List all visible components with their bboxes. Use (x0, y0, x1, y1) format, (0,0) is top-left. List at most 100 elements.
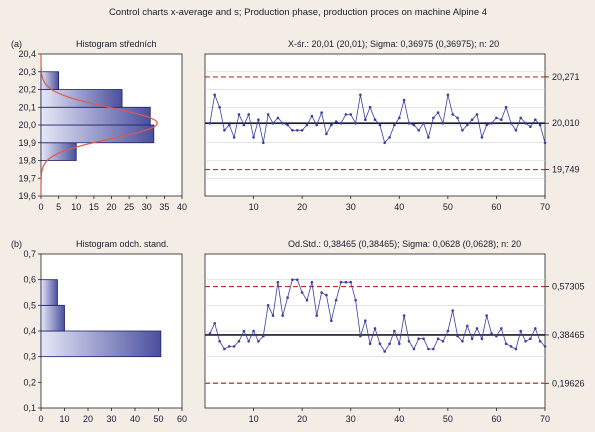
data-point (334, 120, 338, 123)
data-point (480, 136, 484, 139)
data-point (466, 123, 469, 127)
data-point (466, 324, 469, 328)
data-point (475, 113, 479, 116)
histogram-panel-2: 0,1 0,2 0,3 0,4 0,5 0,6 0,7 0 10 20 30 40 50 60 (b) His… (11, 239, 187, 424)
x-tick-label: 60 (491, 202, 501, 212)
x-tick-label: 40 (130, 414, 140, 424)
data-point (232, 345, 236, 348)
data-point (305, 123, 309, 127)
x-tick-label: 20 (83, 414, 93, 424)
data-point (339, 121, 343, 125)
data-point (271, 121, 275, 125)
data-point (330, 123, 333, 127)
data-point (364, 118, 367, 121)
data-point (519, 329, 522, 333)
data-point (490, 332, 493, 335)
data-point (266, 113, 270, 116)
panel-label: (b) (11, 239, 22, 249)
x-tick-label: 5 (56, 202, 61, 212)
data-point (393, 329, 396, 333)
data-point (276, 116, 280, 120)
data-point (529, 337, 532, 341)
data-point (344, 113, 348, 116)
data-point (257, 118, 260, 121)
x-tick-label: 50 (443, 202, 453, 212)
data-point (383, 141, 387, 145)
y-tick-label: 19,6 (18, 191, 36, 201)
data-point (208, 121, 212, 125)
data-point (262, 334, 265, 338)
data-point (242, 329, 246, 333)
data-point (500, 118, 503, 121)
data-point (310, 114, 314, 118)
x-tick-label: 10 (249, 414, 259, 424)
data-point (223, 347, 226, 351)
x-tick-label: 40 (177, 202, 187, 212)
data-point (470, 118, 474, 121)
data-point (509, 121, 513, 125)
histogram-bar (40, 71, 60, 90)
y-tick-label: 20,1 (18, 102, 36, 112)
data-point (213, 322, 216, 325)
panel-label: (a) (11, 39, 22, 49)
data-point (223, 129, 226, 132)
data-point (417, 129, 421, 132)
data-point (456, 116, 459, 120)
y-tick-label: 0,1 (23, 403, 36, 413)
data-point (349, 280, 353, 284)
control-chart-panel-1: 20,271 20,010 19,749 10 20 30 40 50 60 70 X-śr.: 2… (204, 39, 580, 212)
data-point (330, 319, 333, 323)
histogram-title: Histogram odch. stand. (76, 239, 169, 249)
x-tick-label: 10 (71, 202, 81, 212)
data-point (524, 340, 527, 343)
x-tick-label: 70 (540, 202, 550, 212)
control-limit-label: 20,010 (552, 118, 580, 128)
data-point (286, 296, 289, 299)
data-point (412, 347, 416, 351)
data-point (310, 280, 314, 284)
y-tick-label: 19,9 (18, 138, 36, 148)
data-point (538, 340, 542, 343)
data-point (232, 136, 236, 139)
data-point (373, 118, 377, 121)
data-point (441, 340, 445, 343)
control-chart-panel-3: 0,57305 0,38465 0,19626 10 20 30 40 50 60 70 Od.St… (204, 239, 585, 424)
data-point (456, 334, 459, 338)
data-point (378, 342, 382, 346)
data-point (315, 123, 319, 127)
data-point (475, 327, 479, 330)
data-point (378, 123, 382, 127)
x-tick-label: 60 (177, 414, 187, 424)
data-point (291, 129, 294, 132)
x-tick-label: 30 (142, 202, 152, 212)
histogram-bar (40, 330, 162, 358)
data-point (364, 319, 367, 323)
data-point (495, 334, 498, 338)
data-point (422, 121, 425, 125)
x-tick-label: 0 (38, 202, 43, 212)
x-tick-label: 50 (443, 414, 453, 424)
control-limit-label: 0,38465 (552, 330, 585, 340)
data-point (281, 121, 285, 125)
data-point (247, 340, 250, 343)
data-point (427, 347, 430, 351)
data-point (237, 113, 241, 116)
data-point (451, 113, 455, 116)
data-point (427, 136, 430, 139)
data-point (325, 132, 328, 136)
y-tick-label: 0,6 (23, 275, 36, 285)
data-point (354, 298, 357, 302)
data-point (359, 93, 362, 97)
y-tick-label: 0,5 (23, 300, 36, 310)
control-limit-label: 0,57305 (552, 282, 585, 292)
data-point (349, 113, 353, 116)
data-point (543, 345, 547, 348)
x-tick-label: 20 (297, 414, 307, 424)
x-tick-label: 10 (249, 202, 259, 212)
data-point (534, 118, 537, 121)
y-tick-label: 19,8 (18, 156, 36, 166)
x-tick-label: 0 (38, 414, 43, 424)
y-tick-label: 20,4 (18, 49, 36, 59)
x-tick-label: 25 (124, 202, 134, 212)
data-point (402, 314, 406, 317)
